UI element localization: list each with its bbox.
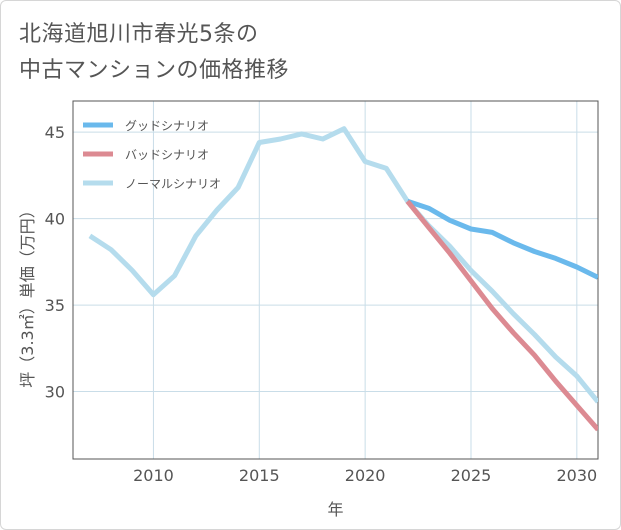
x-tick-label: 2030 [556, 466, 597, 485]
chart-title-line-2: 中古マンションの価格推移 [19, 58, 290, 83]
chart-title: 北海道旭川市春光5条の 中古マンションの価格推移 [19, 17, 579, 89]
series-line-2 [405, 199, 598, 432]
legend-label: バッドシナリオ [125, 148, 209, 162]
y-tick-label: 40 [45, 210, 65, 229]
y-tick-label: 45 [45, 123, 65, 142]
series-layer [88, 126, 598, 432]
legend-label: ノーマルシナリオ [125, 177, 221, 191]
x-tick-label: 2010 [133, 466, 174, 485]
series-line-1 [406, 198, 598, 280]
y-axis-label: 坪（3.3㎡）単価（万円） [18, 202, 37, 387]
grid-lines [73, 101, 598, 459]
series-line-3 [88, 126, 598, 404]
x-tick-label: 2020 [345, 466, 386, 485]
x-axis-label: 年 [327, 500, 343, 519]
x-tick-label: 2015 [239, 466, 280, 485]
plot-frame [72, 100, 599, 460]
x-tick-labels: 2010 2015 2020 2025 2030 [133, 466, 597, 485]
y-tick-label: 35 [45, 296, 65, 315]
legend-label: グッドシナリオ [125, 119, 209, 133]
y-tick-label: 30 [45, 383, 65, 402]
chart-title-line-1: 北海道旭川市春光5条の [19, 22, 259, 47]
y-tick-labels: 30 35 40 45 [45, 123, 65, 401]
x-tick-label: 2025 [451, 466, 492, 485]
